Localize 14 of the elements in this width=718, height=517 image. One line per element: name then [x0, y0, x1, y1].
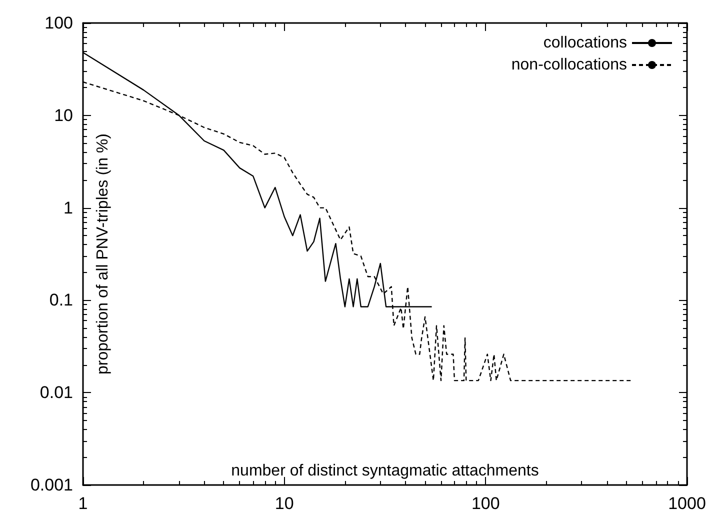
x-tick-label: 1000 [668, 494, 706, 513]
y-axis-title: proportion of all PNV-triples (in %) [94, 134, 112, 374]
x-tick-label: 10 [274, 494, 294, 513]
y-tick-label: 100 [44, 14, 73, 32]
y-tick-label: 1 [64, 198, 73, 218]
x-tick-label: 100 [471, 494, 500, 513]
y-tick-label: 0.1 [49, 290, 73, 310]
legend-label: non-collocations [511, 56, 627, 74]
x-axis-title: number of distinct syntagmatic attachments [231, 462, 539, 480]
y-tick-label: 0.01 [40, 383, 73, 402]
x-tick-label: 1 [78, 494, 88, 513]
legend-label: collocations [543, 34, 627, 52]
y-tick-label: 10 [54, 106, 73, 125]
y-tick-label: 0.001 [30, 476, 73, 494]
